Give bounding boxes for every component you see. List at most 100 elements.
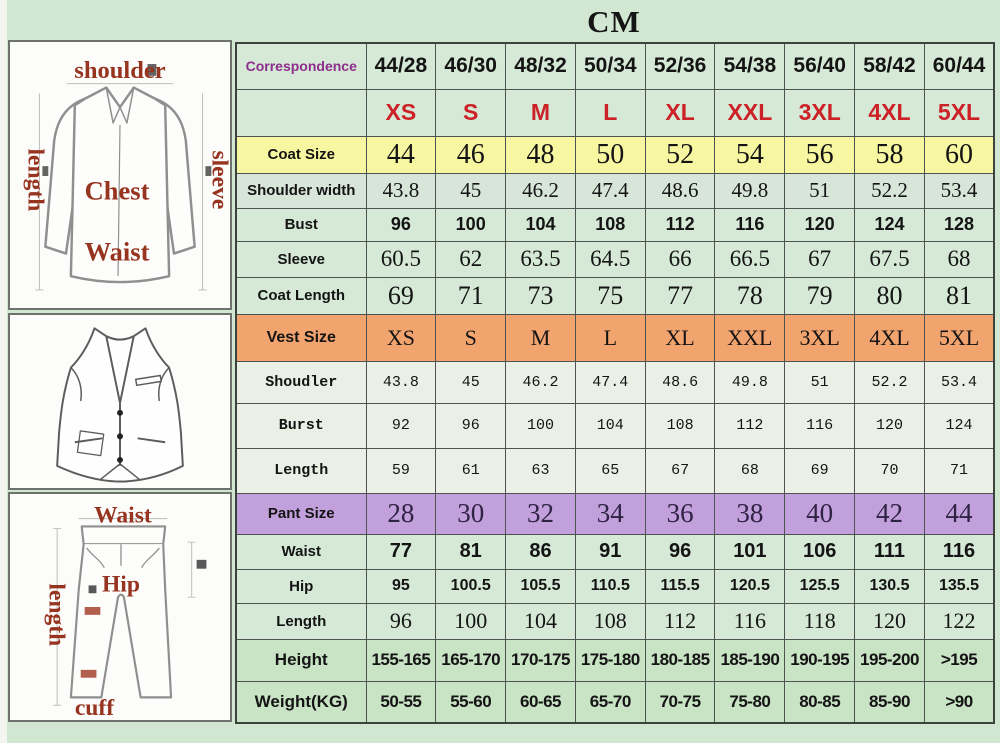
table-row: Shoulder width 43.8 45 46.2 47.4 48.6 49.8 51 52… [235,172,995,209]
table-cell: 66.5 [714,240,786,278]
table-cell: 50-55 [365,680,437,724]
row-label-size-letters [235,88,367,137]
cjk-annotation-marks [80,559,207,678]
table-cell: 46.2 [505,172,576,209]
table-cell: XS [365,88,437,137]
table-cell: 64.5 [574,240,646,278]
table-cell: M [505,313,576,362]
table-cell: 80-85 [784,680,856,724]
table-cell: 96 [365,602,437,640]
size-table: Correspondence 44/28 46/30 48/32 50/34 52/36 5… [235,42,996,724]
table-cell: 110.5 [574,568,646,604]
table-cell: 70 [854,447,925,494]
table-cell: 100 [435,207,507,242]
table-row: Coat Size 44 46 48 50 52 54 56 58 60 [235,135,995,174]
row-label-vest-size: Vest Size [235,313,367,362]
table-cell: 43.8 [365,172,437,209]
pants-length-label: length [43,583,69,646]
row-label-length: Length [235,602,367,640]
table-cell: XXL [714,88,786,137]
row-label-bust: Bust [235,207,367,242]
table-cell: 70-75 [644,680,716,724]
table-cell: 30 [435,492,507,535]
table-cell: 100 [505,402,576,449]
table-cell: 170-175 [505,638,576,682]
table-cell: 44 [365,135,437,174]
row-label-burst: Burst [235,402,367,449]
table-cell: 115.5 [644,568,716,604]
table-cell: 48/32 [505,42,576,90]
table-cell: 44 [923,492,995,535]
table-cell: 120 [784,207,856,242]
table-cell: 4XL [854,88,925,137]
table-cell: 104 [574,402,646,449]
table-row: Waist 77 81 86 91 96 101 106 111 116 [235,533,995,570]
table-cell: 47.4 [574,172,646,209]
table-cell: 49.8 [714,360,786,404]
vest-buttons [117,409,123,463]
pants-dimension-lines [53,518,196,706]
table-row: Pant Size 28 30 32 34 36 38 40 42 44 [235,492,995,535]
table-cell: 67.5 [854,240,925,278]
table-cell: 108 [644,402,716,449]
table-cell: 66 [644,240,716,278]
table-cell: 60.5 [365,240,437,278]
table-cell: 56/40 [784,42,856,90]
table-cell: 43.8 [365,360,437,404]
table-cell: 120.5 [714,568,786,604]
table-cell: 69 [365,276,437,315]
table-cell: 96 [435,402,507,449]
table-cell: 112 [644,602,716,640]
table-cell: 78 [714,276,786,315]
table-cell: 68 [714,447,786,494]
table-cell: 165-170 [435,638,507,682]
table-cell: 116 [714,207,786,242]
pants-cuff-label: cuff [75,695,115,720]
row-label-pant-size: Pant Size [235,492,367,535]
table-cell: 77 [365,533,437,570]
row-label-sleeve: Sleeve [235,240,367,278]
vest-diagram [8,313,232,490]
table-cell: 67 [784,240,856,278]
table-cell: 28 [365,492,437,535]
jacket-diagram: shoulder length sleeve Chest Waist [8,40,232,310]
table-cell: 50 [574,135,646,174]
table-cell: 104 [505,602,576,640]
table-row: Weight(KG) 50-55 55-60 60-65 65-70 70-75 75-80… [235,680,995,724]
table-cell: 52/36 [644,42,716,90]
cjk-annotation-marks [42,64,212,176]
table-cell: 52.2 [854,172,925,209]
table-cell: 55-60 [435,680,507,724]
table-cell: 155-165 [365,638,437,682]
table-cell: 53.4 [923,172,995,209]
table-cell: 120 [854,602,925,640]
jacket-chest-label: Chest [85,176,150,206]
table-cell: 4XL [854,313,925,362]
table-cell: 48 [505,135,576,174]
table-cell: 92 [365,402,437,449]
table-cell: 81 [923,276,995,315]
table-cell: S [435,313,507,362]
row-label-coat-length: Coat Length [235,276,367,315]
table-cell: 122 [923,602,995,640]
table-cell: M [505,88,576,137]
table-cell: 111 [854,533,925,570]
table-cell: XS [365,313,437,362]
table-cell: 80 [854,276,925,315]
table-row: Length 96 100 104 108 112 116 118 120 122 [235,602,995,640]
table-cell: 46 [435,135,507,174]
table-cell: 128 [923,207,995,242]
table-cell: 51 [784,360,856,404]
table-cell: 116 [714,602,786,640]
table-cell: 3XL [784,88,856,137]
pants-waist-label: Waist [94,503,152,529]
jacket-shoulder-label: shoulder [74,57,165,84]
table-cell: 124 [854,207,925,242]
pants-hip-label: Hip [102,571,140,597]
table-cell: 65 [574,447,646,494]
pants-drawing: Waist length Hip cuff [43,503,207,720]
table-cell: >195 [923,638,995,682]
table-cell: 56 [784,135,856,174]
table-cell: 85-90 [854,680,925,724]
